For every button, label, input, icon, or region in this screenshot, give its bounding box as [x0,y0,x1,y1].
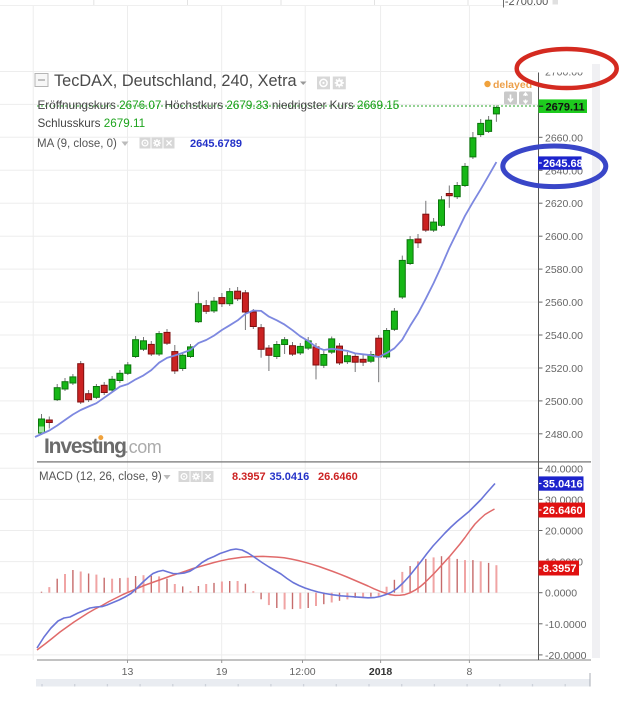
svg-text:Schlusskurs 2679.11: Schlusskurs 2679.11 [38,117,146,130]
svg-text:2660.00: 2660.00 [545,132,583,144]
svg-text:2560.00: 2560.00 [545,297,583,309]
svg-text:2645.68: 2645.68 [543,158,583,170]
svg-text:2620.00: 2620.00 [545,198,583,210]
svg-text:8.3957: 8.3957 [232,471,266,483]
svg-text:|-2700.00: |-2700.00 [502,0,548,8]
svg-text:MA (9, close, 0): MA (9, close, 0) [37,138,117,150]
svg-text:Eröffnungskurs 2676.07 Höchstk: Eröffnungskurs 2676.07 Höchstkurs 2679.3… [38,99,400,112]
svg-text:2520.00: 2520.00 [545,363,583,375]
svg-text:2600.00: 2600.00 [545,231,583,243]
svg-text:8: 8 [466,666,472,678]
svg-text:2580.00: 2580.00 [545,264,583,276]
svg-text:2500.00: 2500.00 [545,396,583,408]
svg-text:35.0416: 35.0416 [270,471,310,483]
svg-text:19: 19 [216,666,228,678]
svg-text:20.0000: 20.0000 [545,526,583,538]
svg-text:13: 13 [122,666,134,678]
svg-text:26.6460: 26.6460 [543,505,583,517]
svg-text:MACD (12, 26, close, 9): MACD (12, 26, close, 9) [39,471,162,483]
svg-text:2540.00: 2540.00 [545,330,583,342]
svg-text:12:00: 12:00 [289,666,315,678]
svg-text:2645.6789: 2645.6789 [190,138,242,150]
svg-text:.com: .com [124,437,161,457]
svg-text:Investıng: Investıng [44,435,126,458]
svg-text:40.0000: 40.0000 [545,463,583,475]
svg-text:-10.0000: -10.0000 [545,619,587,631]
svg-text:2018: 2018 [369,666,393,678]
svg-text:26.6460: 26.6460 [318,471,358,483]
svg-text:35.0416: 35.0416 [543,479,583,491]
svg-text:-20.0000: -20.0000 [545,650,587,662]
svg-text:8.3957: 8.3957 [543,563,577,575]
svg-text:2480.00: 2480.00 [545,429,583,441]
svg-text:0.0000: 0.0000 [545,588,577,600]
svg-text:2679.11: 2679.11 [546,101,585,113]
svg-text:TecDAX, Deutschland, 240, Xetr: TecDAX, Deutschland, 240, Xetra [54,72,297,90]
svg-text:delayed: delayed [493,79,532,91]
